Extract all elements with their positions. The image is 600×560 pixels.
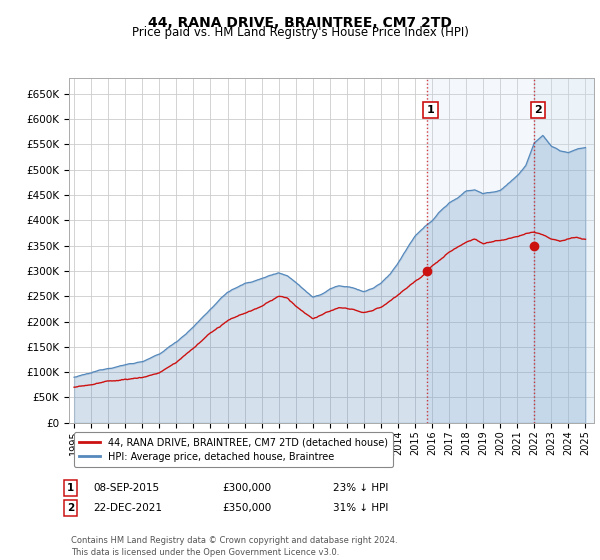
Text: 2: 2 (67, 503, 74, 513)
Text: 1: 1 (427, 105, 434, 115)
Text: £300,000: £300,000 (222, 483, 271, 493)
Text: 44, RANA DRIVE, BRAINTREE, CM7 2TD: 44, RANA DRIVE, BRAINTREE, CM7 2TD (148, 16, 452, 30)
Text: Contains HM Land Registry data © Crown copyright and database right 2024.
This d: Contains HM Land Registry data © Crown c… (71, 536, 397, 557)
Text: 1: 1 (67, 483, 74, 493)
Text: 23% ↓ HPI: 23% ↓ HPI (333, 483, 388, 493)
Bar (534, 78, 594, 423)
Legend: 44, RANA DRIVE, BRAINTREE, CM7 2TD (detached house), HPI: Average price, detache: 44, RANA DRIVE, BRAINTREE, CM7 2TD (deta… (74, 432, 393, 466)
Text: £350,000: £350,000 (222, 503, 271, 513)
Bar (427, 78, 534, 423)
Text: 08-SEP-2015: 08-SEP-2015 (93, 483, 159, 493)
Text: 2: 2 (534, 105, 542, 115)
Text: Price paid vs. HM Land Registry's House Price Index (HPI): Price paid vs. HM Land Registry's House … (131, 26, 469, 39)
Text: 31% ↓ HPI: 31% ↓ HPI (333, 503, 388, 513)
Text: 22-DEC-2021: 22-DEC-2021 (93, 503, 162, 513)
